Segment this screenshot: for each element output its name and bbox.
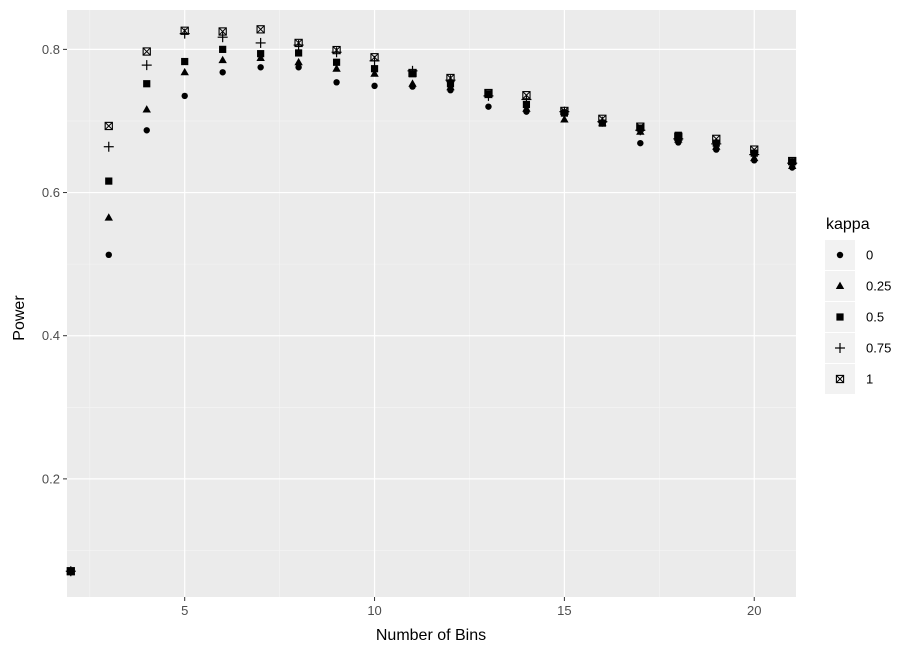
minor-gridlines <box>67 10 796 597</box>
plot-panel <box>67 10 796 597</box>
data-point <box>485 103 492 110</box>
data-points <box>65 25 798 577</box>
data-point <box>636 122 645 131</box>
data-point <box>333 79 340 86</box>
legend-symbol <box>835 343 845 353</box>
y-axis-title: Power <box>11 295 28 341</box>
data-point <box>711 138 722 149</box>
data-point <box>370 53 379 62</box>
data-point <box>104 213 113 221</box>
legend-symbol <box>836 313 844 321</box>
data-point <box>295 64 302 71</box>
y-tick-label: 0.6 <box>42 185 60 200</box>
data-point <box>332 64 341 72</box>
data-point <box>141 60 152 71</box>
data-point <box>332 58 341 66</box>
x-tick-label: 10 <box>367 603 381 618</box>
data-point <box>446 73 455 83</box>
data-point <box>256 25 265 34</box>
data-point <box>180 67 189 76</box>
y-tick-label: 0.2 <box>42 471 60 486</box>
legend-title: kappa <box>826 216 870 233</box>
data-point <box>217 32 228 43</box>
y-tick-label: 0.8 <box>42 42 60 57</box>
legend-label: 1 <box>866 372 873 387</box>
x-tick-label: 20 <box>747 603 761 618</box>
legend-item: 0.5 <box>825 302 884 332</box>
legend-symbol <box>835 281 845 289</box>
legend: kappa 0 0.25 0.5 0.75 1 <box>825 216 891 394</box>
legend-item: 0.25 <box>825 271 891 301</box>
legend-label: 0.25 <box>866 279 891 294</box>
legend-label: 0.75 <box>866 341 891 356</box>
data-point <box>105 251 112 259</box>
x-axis: 5 10 15 20 <box>181 597 761 618</box>
data-point <box>637 139 644 147</box>
data-point <box>218 55 227 64</box>
data-point <box>143 80 151 88</box>
data-point <box>749 149 760 160</box>
data-point <box>180 26 189 35</box>
data-point <box>105 177 113 185</box>
legend-item: 1 <box>825 364 873 394</box>
data-point <box>598 114 607 123</box>
data-point <box>332 45 341 55</box>
y-tick-label: 0.4 <box>42 328 60 343</box>
data-point <box>142 47 151 56</box>
data-point <box>66 567 75 576</box>
legend-symbol <box>835 374 845 384</box>
data-point <box>370 69 379 77</box>
data-point <box>181 57 189 66</box>
data-point <box>674 132 683 141</box>
data-point <box>294 57 303 66</box>
data-point <box>522 100 531 109</box>
data-point <box>257 50 265 58</box>
legend-symbol <box>836 251 844 259</box>
data-point <box>295 49 303 57</box>
data-point <box>103 141 114 152</box>
series-kappa-1 <box>66 25 797 576</box>
data-point <box>104 121 113 131</box>
data-point <box>255 37 266 48</box>
data-point <box>370 65 379 73</box>
legend-item: 0.75 <box>825 333 891 363</box>
data-point <box>750 145 759 154</box>
data-point <box>408 68 417 78</box>
data-point <box>788 156 797 166</box>
legend-item: 0 <box>825 240 873 270</box>
data-point <box>371 82 378 90</box>
data-point <box>219 45 227 53</box>
data-point <box>560 115 569 123</box>
data-point <box>522 91 531 100</box>
data-point <box>257 64 264 71</box>
y-axis: 0.2 0.4 0.6 0.8 <box>42 42 67 486</box>
data-point <box>484 88 493 98</box>
x-tick-label: 5 <box>181 603 188 618</box>
legend-label: 0 <box>866 248 873 263</box>
legend-label: 0.5 <box>866 310 884 325</box>
data-point <box>294 38 303 48</box>
data-point <box>408 79 417 87</box>
legend-items: 0 0.25 0.5 0.75 1 <box>825 240 891 394</box>
data-point <box>712 134 721 144</box>
data-point <box>560 106 569 116</box>
data-point <box>219 69 226 76</box>
x-tick-label: 15 <box>557 603 571 618</box>
data-point <box>218 27 227 36</box>
data-point <box>143 127 150 134</box>
x-axis-title: Number of Bins <box>376 627 486 644</box>
data-point <box>142 105 151 113</box>
data-point <box>181 92 188 100</box>
data-point <box>521 94 532 105</box>
